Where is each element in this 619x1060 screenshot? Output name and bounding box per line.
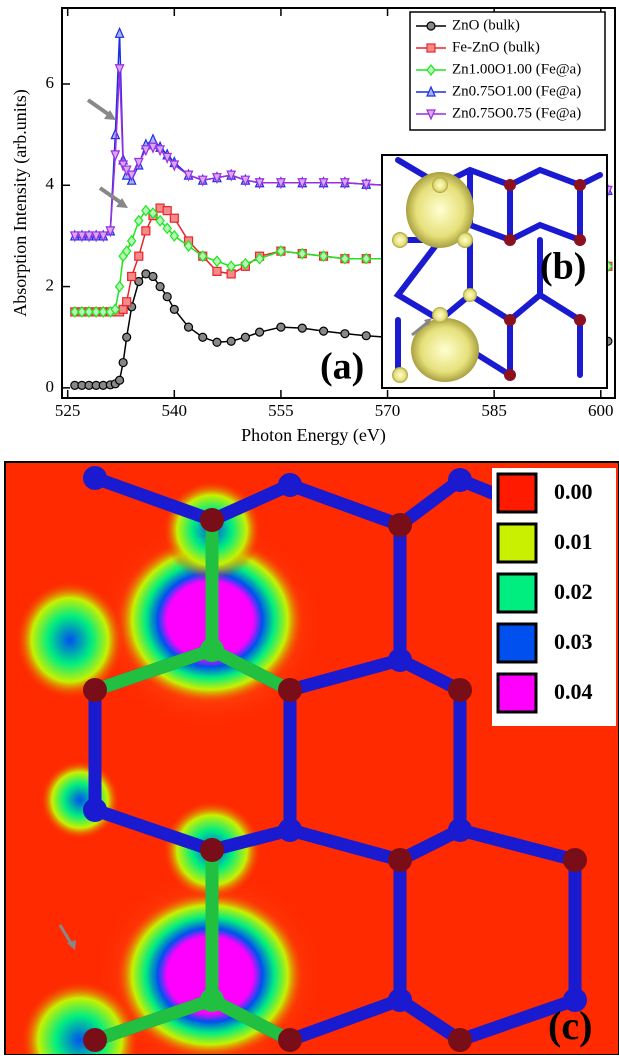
data-point <box>142 227 150 235</box>
data-point <box>119 305 127 313</box>
y-tick-label: 6 <box>46 73 55 92</box>
figure: 525 540 555 570 585 600 0 2 4 6 Photon Energy (eV)… <box>0 0 619 1055</box>
legend-label: Zn1.00O1.00 (Fe@a) <box>452 61 581 77</box>
data-point <box>149 135 157 144</box>
y-tick-label: 4 <box>46 174 55 193</box>
panel-label: (a) <box>320 346 364 388</box>
data-point <box>123 298 131 306</box>
x-tick-label: 570 <box>375 401 401 420</box>
x-tick-label: 525 <box>55 401 81 420</box>
colorbar-label: 0.04 <box>554 679 593 704</box>
legend-label: Fe-ZnO (bulk) <box>452 39 540 55</box>
data-point <box>170 305 178 313</box>
colorbar-label: 0.00 <box>554 479 593 504</box>
data-point <box>298 324 306 332</box>
data-point <box>185 323 193 331</box>
data-point <box>163 293 171 301</box>
arrow <box>88 100 108 114</box>
legend-label: Zn0.75O1.00 (Fe@a) <box>452 83 581 99</box>
data-point <box>213 256 221 266</box>
data-point <box>116 28 124 37</box>
y-tick-label: 2 <box>46 275 55 294</box>
arrow <box>100 188 120 202</box>
legend-marker <box>427 22 435 30</box>
x-tick-label: 585 <box>481 401 507 420</box>
y-axis-label: Absorption Intensity (arb.units) <box>10 89 31 316</box>
colorbar-swatch <box>498 574 536 612</box>
data-point <box>227 337 235 345</box>
colorbar-swatch <box>498 474 536 512</box>
data-point <box>362 332 370 340</box>
legend-marker <box>427 44 435 52</box>
x-tick-label: 555 <box>268 401 294 420</box>
y-tick-label: 0 <box>46 377 55 396</box>
data-point <box>128 272 136 280</box>
data-point <box>116 65 124 74</box>
data-point <box>128 236 136 246</box>
colorbar-label: 0.03 <box>554 629 593 654</box>
panel-label: (c) <box>548 1003 592 1048</box>
data-point <box>116 376 124 384</box>
data-point <box>156 283 164 291</box>
data-point <box>213 338 221 346</box>
data-point <box>116 282 124 292</box>
data-point <box>163 207 171 215</box>
data-point <box>135 252 143 260</box>
colorbar-label: 0.01 <box>554 529 593 554</box>
colorbar-swatch <box>498 524 536 562</box>
data-point <box>170 214 178 222</box>
data-point <box>111 130 119 139</box>
data-point <box>320 327 328 335</box>
colorbar-swatch <box>498 674 536 712</box>
panel-label: (b) <box>540 246 586 288</box>
data-point <box>111 151 119 160</box>
data-point <box>119 359 127 367</box>
x-tick-label: 540 <box>162 401 188 420</box>
data-point <box>241 333 249 341</box>
data-point <box>256 328 264 336</box>
data-point <box>213 267 221 275</box>
colorbar-swatch <box>498 624 536 662</box>
data-point <box>123 333 131 341</box>
panel-b: (b) <box>382 155 607 388</box>
x-axis-label: Photon Energy (eV) <box>241 425 386 446</box>
data-point <box>149 272 157 280</box>
data-point <box>341 330 349 338</box>
legend-label: ZnO (bulk) <box>452 17 520 33</box>
data-point <box>199 333 207 341</box>
x-tick-label: 600 <box>588 401 614 420</box>
legend-label: Zn0.75O0.75 (Fe@a) <box>452 105 581 121</box>
data-point <box>277 323 285 331</box>
colorbar-label: 0.02 <box>554 579 593 604</box>
